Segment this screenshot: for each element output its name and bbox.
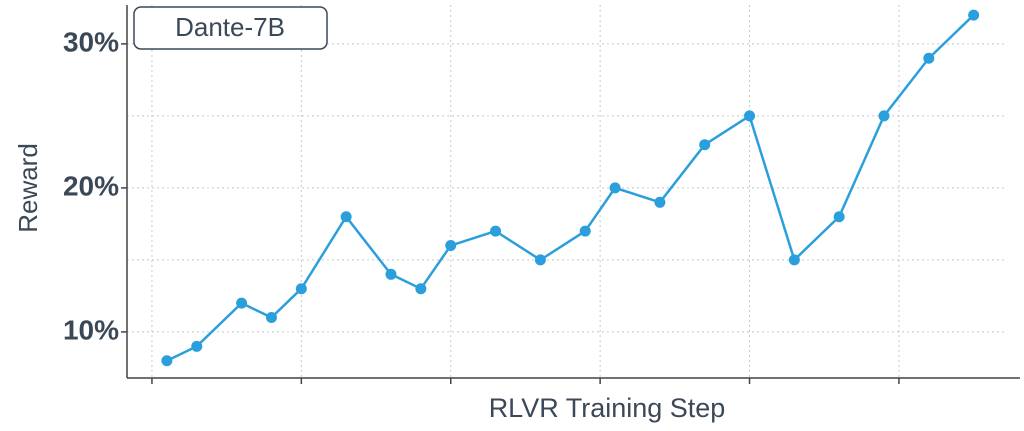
data-point	[236, 297, 248, 309]
data-point	[534, 254, 546, 266]
data-point	[191, 340, 203, 352]
data-point	[878, 110, 890, 122]
data-point	[923, 52, 935, 64]
y-tick-label: 20%	[63, 170, 119, 201]
data-point	[445, 240, 457, 252]
x-axis-label: RLVR Training Step	[489, 393, 726, 423]
data-point	[161, 355, 173, 367]
data-point	[654, 196, 666, 208]
data-point	[385, 268, 397, 280]
legend-label: Dante-7B	[175, 12, 285, 42]
y-tick-label: 10%	[63, 314, 119, 345]
data-point	[295, 283, 307, 295]
data-point	[265, 312, 277, 324]
data-point	[744, 110, 756, 122]
data-point	[609, 182, 621, 194]
data-point	[579, 225, 591, 237]
data-point	[415, 283, 427, 295]
data-point	[340, 211, 352, 223]
data-point	[833, 211, 845, 223]
data-point	[788, 254, 800, 266]
y-axis-label: Reward	[13, 143, 43, 233]
data-point	[968, 9, 980, 21]
legend-box	[133, 6, 328, 50]
data-point	[699, 139, 711, 151]
data-point	[490, 225, 502, 237]
y-tick-label: 30%	[63, 26, 119, 57]
